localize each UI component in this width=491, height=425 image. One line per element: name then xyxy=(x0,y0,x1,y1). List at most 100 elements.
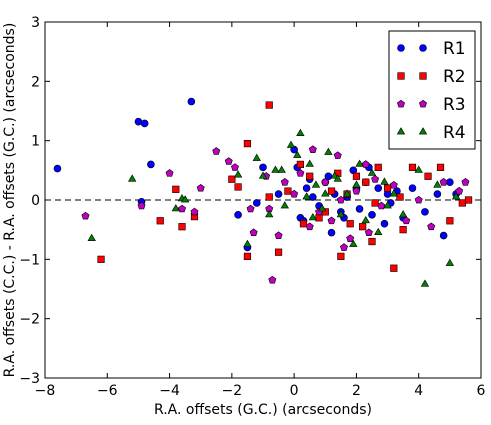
data-point xyxy=(274,231,283,239)
series-r3 xyxy=(81,145,470,284)
x-tick-label: −4 xyxy=(159,383,180,399)
data-point xyxy=(349,239,358,247)
data-point xyxy=(352,186,361,195)
data-point xyxy=(383,201,392,209)
y-tick-label: 2 xyxy=(31,74,40,90)
data-point xyxy=(396,193,404,201)
x-tick-label: −6 xyxy=(97,383,118,399)
data-point xyxy=(299,220,308,228)
data-point xyxy=(147,160,155,169)
data-point xyxy=(284,187,292,195)
data-points xyxy=(53,97,473,287)
data-point xyxy=(309,193,317,201)
data-point xyxy=(180,195,190,203)
data-point xyxy=(53,164,62,173)
data-point xyxy=(337,252,345,260)
data-point xyxy=(336,210,346,218)
data-point xyxy=(87,233,96,241)
data-point xyxy=(317,204,327,212)
data-point xyxy=(165,169,174,177)
data-point xyxy=(408,184,417,192)
data-point xyxy=(380,177,389,185)
data-point xyxy=(414,195,423,204)
data-point xyxy=(324,147,333,155)
plot-area xyxy=(45,97,481,287)
data-point xyxy=(455,186,464,195)
data-point xyxy=(446,178,454,186)
data-point xyxy=(333,151,342,159)
legend-marker xyxy=(419,44,427,52)
data-point xyxy=(359,223,367,231)
data-point xyxy=(246,204,255,213)
data-point xyxy=(308,213,318,221)
data-point xyxy=(187,97,196,106)
data-point xyxy=(364,228,373,237)
data-point xyxy=(333,174,342,182)
data-point xyxy=(340,243,348,251)
y-tick-label: −3 xyxy=(19,371,40,387)
legend: R1 R2 R3 R4 xyxy=(388,30,476,150)
data-point xyxy=(172,185,180,193)
data-point xyxy=(231,163,239,171)
data-point xyxy=(398,210,408,218)
legend-marker xyxy=(419,72,427,80)
data-point xyxy=(399,226,407,234)
data-point xyxy=(389,189,398,197)
data-point xyxy=(371,199,379,207)
x-tick-label: 0 xyxy=(290,383,299,399)
x-tick-label: −2 xyxy=(222,383,243,399)
data-point xyxy=(212,147,221,155)
data-point xyxy=(414,165,423,173)
data-point xyxy=(458,199,466,207)
data-point xyxy=(380,219,389,228)
data-point xyxy=(196,183,205,192)
data-point xyxy=(346,220,354,228)
x-tick-label: 2 xyxy=(352,383,361,399)
y-axis-title: R.A. offsets (C.C.) - R.A. offsets (G.C.… xyxy=(2,23,18,378)
legend-item-r4: R4 xyxy=(396,123,466,143)
legend-label: R4 xyxy=(443,123,466,143)
data-point xyxy=(274,190,283,198)
data-point xyxy=(321,189,330,197)
data-point xyxy=(390,264,398,272)
legend-marker xyxy=(419,99,427,108)
data-point xyxy=(308,145,317,153)
x-axis-title: R.A. offsets (G.C.) (arcseconds) xyxy=(154,402,372,418)
data-point xyxy=(97,255,105,263)
y-tick-label: 1 xyxy=(31,134,40,150)
legend-item-r2: R2 xyxy=(397,67,466,87)
data-point xyxy=(265,193,273,201)
data-point xyxy=(296,169,305,177)
data-point xyxy=(427,222,436,231)
data-point xyxy=(352,180,361,188)
data-point xyxy=(302,192,311,200)
data-point xyxy=(445,258,455,266)
data-point xyxy=(134,117,143,126)
data-point xyxy=(461,178,470,186)
data-point xyxy=(258,171,268,179)
series-r1 xyxy=(53,97,460,252)
data-point xyxy=(374,163,382,171)
legend-marker xyxy=(397,44,405,52)
data-point xyxy=(290,189,299,198)
legend-marker xyxy=(418,127,428,135)
data-point xyxy=(140,119,149,128)
data-point xyxy=(306,172,314,180)
data-point xyxy=(371,175,380,183)
data-point xyxy=(274,248,283,256)
legend-item-r1: R1 xyxy=(397,39,466,59)
data-point xyxy=(286,140,296,148)
data-point xyxy=(224,157,233,165)
data-point xyxy=(342,189,352,197)
legend-marker xyxy=(397,72,405,80)
data-point xyxy=(252,153,261,161)
data-point xyxy=(171,204,180,212)
data-point xyxy=(243,252,252,260)
data-point xyxy=(277,165,286,173)
legend-marker xyxy=(396,127,406,135)
data-point xyxy=(233,170,243,178)
data-point xyxy=(346,234,355,242)
data-point xyxy=(305,159,314,167)
data-point xyxy=(259,163,267,172)
